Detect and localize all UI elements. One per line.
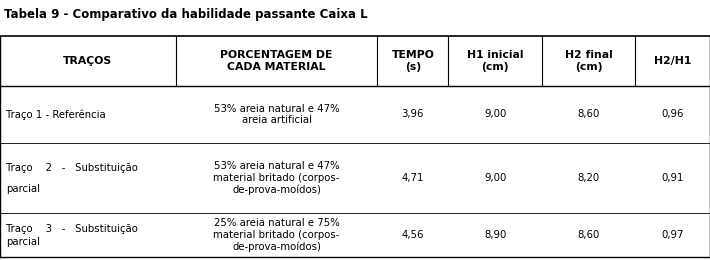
Text: 4,56: 4,56 bbox=[402, 230, 424, 240]
Text: 3,96: 3,96 bbox=[402, 109, 424, 119]
Text: H2/H1: H2/H1 bbox=[654, 56, 692, 66]
Text: 9,00: 9,00 bbox=[484, 109, 506, 119]
Text: H2 final
(cm): H2 final (cm) bbox=[564, 50, 613, 72]
Text: 53% areia natural e 47%
material britado (corpos-
de-prova-moídos): 53% areia natural e 47% material britado… bbox=[213, 161, 339, 195]
Text: Tabela 9 - Comparativo da habilidade passante Caixa L: Tabela 9 - Comparativo da habilidade pas… bbox=[4, 8, 367, 21]
Text: H1 inicial
(cm): H1 inicial (cm) bbox=[467, 50, 523, 72]
Text: TRAÇOS: TRAÇOS bbox=[63, 56, 112, 66]
Text: 8,20: 8,20 bbox=[577, 173, 600, 183]
Text: Traço    2   -   Substituição: Traço 2 - Substituição bbox=[6, 162, 138, 173]
Text: Traço    3   -   Substituição: Traço 3 - Substituição bbox=[6, 224, 138, 234]
Text: 53% areia natural e 47%
areia artificial: 53% areia natural e 47% areia artificial bbox=[214, 103, 339, 125]
Text: 8,60: 8,60 bbox=[577, 109, 600, 119]
Text: Traço 1 - Referência: Traço 1 - Referência bbox=[6, 109, 105, 120]
Text: 0,96: 0,96 bbox=[662, 109, 684, 119]
Text: 0,97: 0,97 bbox=[662, 230, 684, 240]
Text: TEMPO
(s): TEMPO (s) bbox=[391, 50, 435, 72]
Text: parcial: parcial bbox=[6, 184, 40, 194]
Text: 0,91: 0,91 bbox=[662, 173, 684, 183]
Text: 4,71: 4,71 bbox=[402, 173, 424, 183]
Text: 8,90: 8,90 bbox=[484, 230, 506, 240]
Text: 8,60: 8,60 bbox=[577, 230, 600, 240]
Text: PORCENTAGEM DE
CADA MATERIAL: PORCENTAGEM DE CADA MATERIAL bbox=[220, 50, 333, 72]
Text: parcial: parcial bbox=[6, 237, 40, 247]
Text: 25% areia natural e 75%
material britado (corpos-
de-prova-moídos): 25% areia natural e 75% material britado… bbox=[213, 218, 339, 252]
Text: 9,00: 9,00 bbox=[484, 173, 506, 183]
